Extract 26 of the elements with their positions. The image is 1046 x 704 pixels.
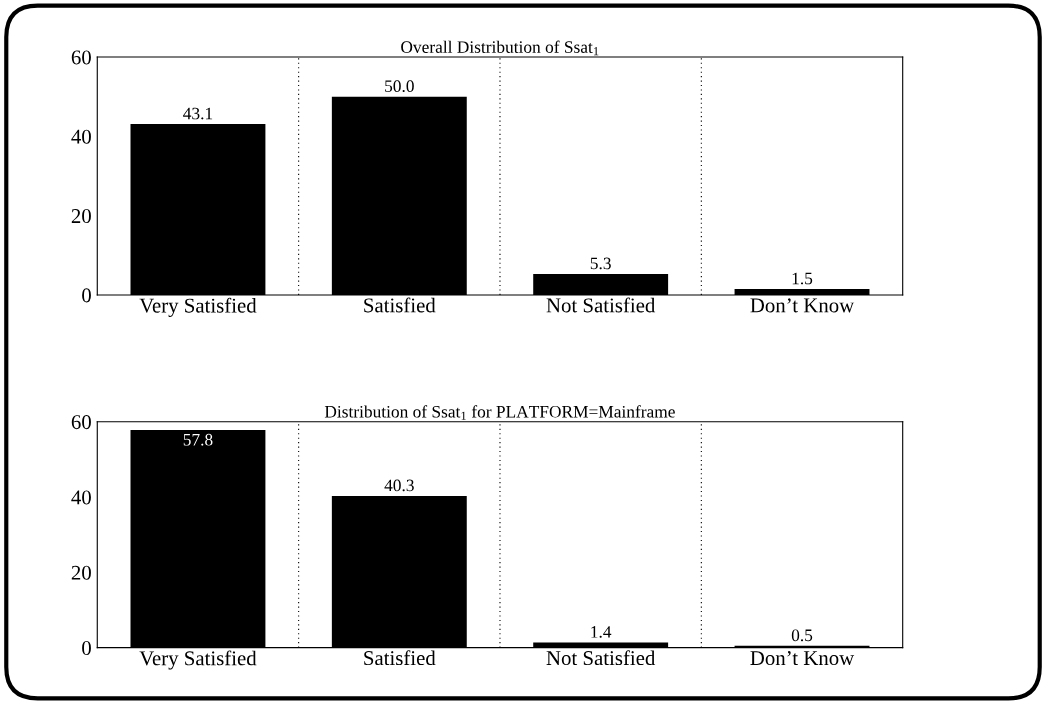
x-tick-label: Not Satisfied [546, 297, 656, 313]
x-tick-label: Satisfied [364, 297, 436, 313]
x-tick-label: Very Satisfied [139, 650, 257, 670]
data-label: 1.4 [591, 626, 612, 638]
y-tick-label: 0 [82, 641, 91, 656]
x-tick-label: Satisfied [364, 650, 436, 666]
y-tick-label: 60 [71, 50, 91, 65]
y-tick-label: 60 [71, 415, 91, 430]
x-tick-label: Don’t Know [750, 298, 855, 313]
chart-title: Distribution of Ssat$_{1}$ for PLATFORM=Mainframe [324, 405, 675, 420]
y-tick-label: 40 [71, 490, 91, 505]
y-tick-label: 0 [82, 288, 91, 303]
data-label: 40.3 [384, 479, 414, 492]
y-tick-label: 20 [71, 565, 91, 580]
x-tick-label: Not Satisfied [546, 650, 656, 666]
chart-title: Overall Distribution of Ssat$_{1}$ [401, 40, 599, 56]
y-tick-label: 20 [71, 209, 91, 224]
data-label: 57.8 [183, 433, 213, 446]
x-tick-label: Don’t Know [750, 651, 855, 666]
data-label: 1.5 [792, 272, 813, 285]
data-label: 50.0 [385, 80, 414, 93]
data-label: 5.3 [590, 257, 611, 270]
data-label: 0.5 [791, 629, 813, 642]
y-tick-label: 40 [71, 129, 91, 144]
x-tick-label: Very Satisfied [139, 297, 257, 317]
data-label: 43.1 [183, 107, 213, 120]
